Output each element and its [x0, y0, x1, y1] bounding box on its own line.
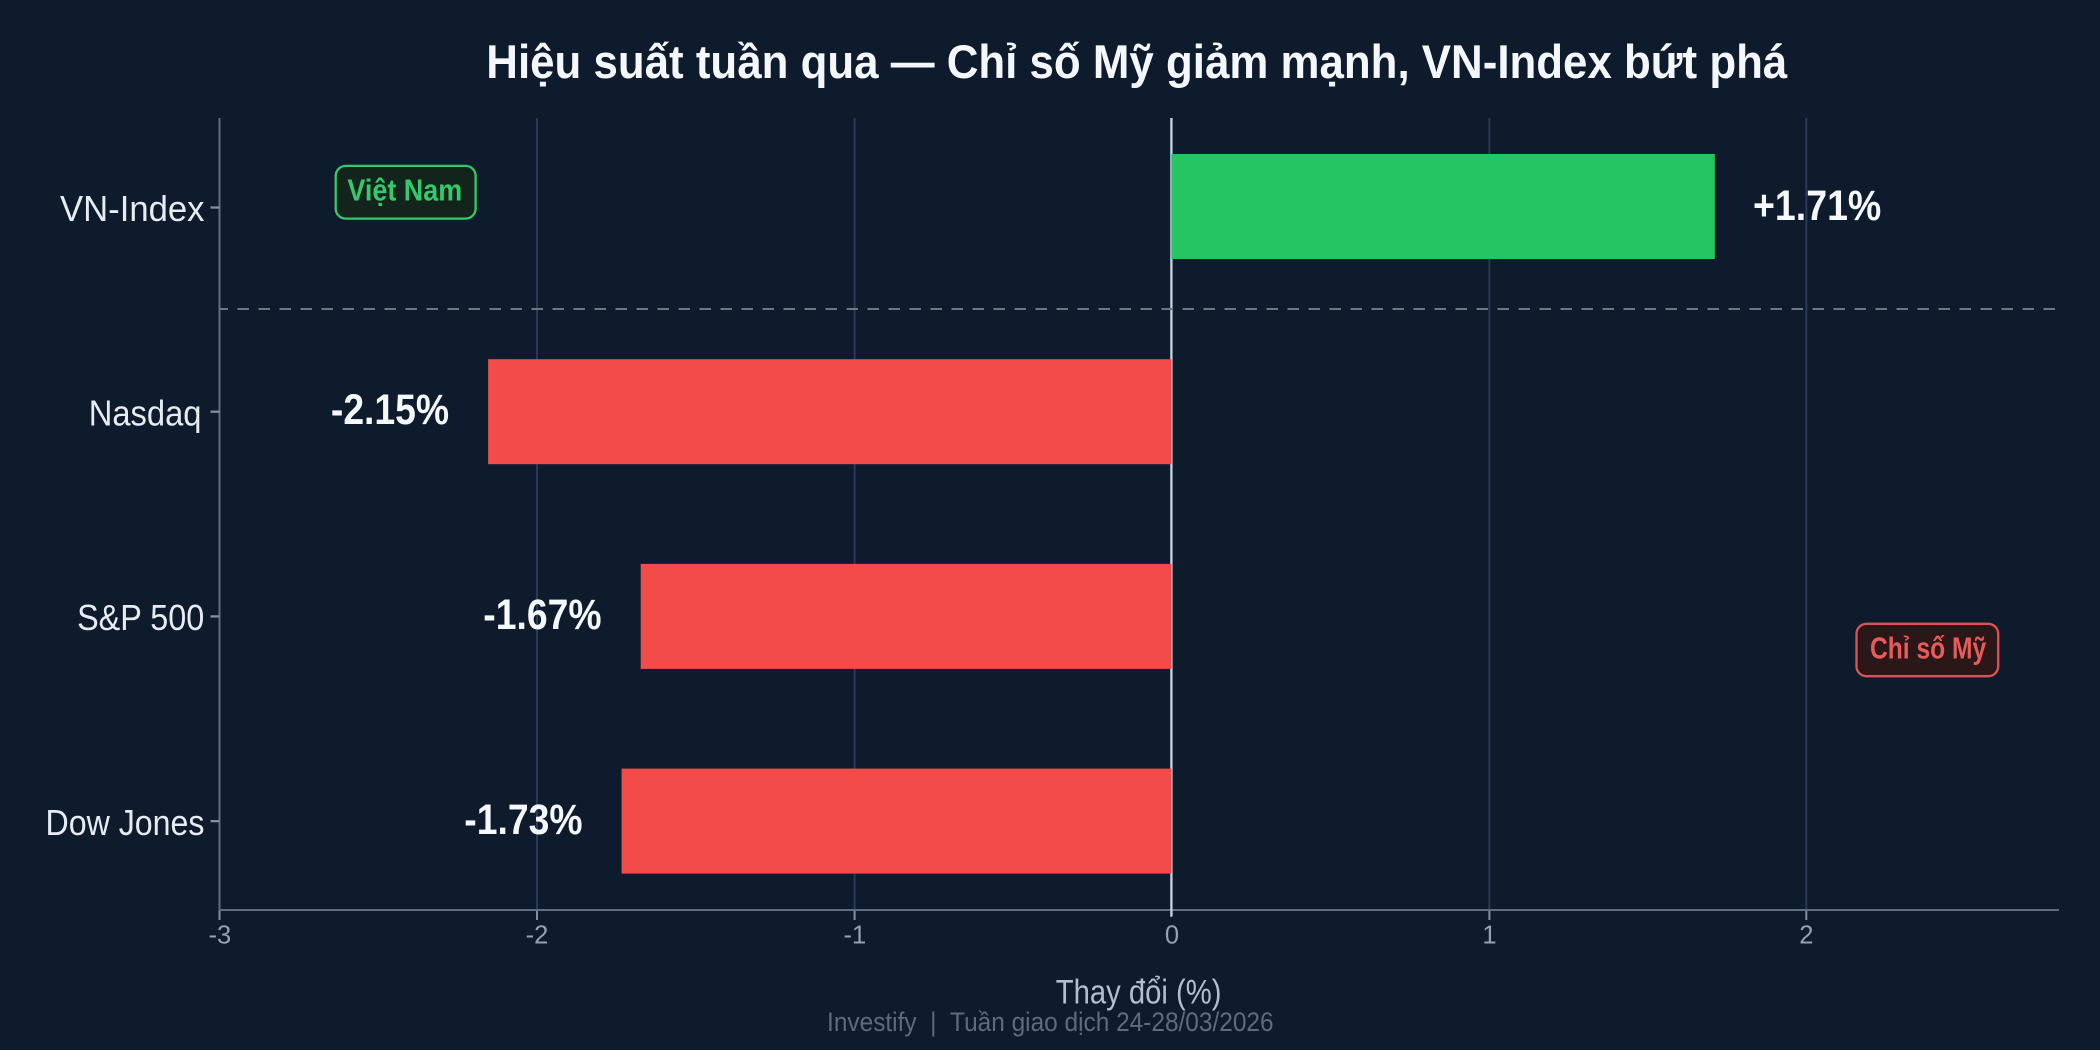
- svg-text:Chỉ số Mỹ: Chỉ số Mỹ: [1870, 632, 1986, 666]
- svg-text:Nasdaq: Nasdaq: [89, 393, 202, 434]
- svg-text:Hiệu suất tuần qua — Chỉ số Mỹ: Hiệu suất tuần qua — Chỉ số Mỹ giảm mạnh…: [486, 36, 1788, 89]
- svg-text:1: 1: [1482, 921, 1496, 949]
- svg-text:2: 2: [1799, 921, 1813, 949]
- svg-text:+1.71%: +1.71%: [1753, 183, 1881, 230]
- svg-text:VN-Index: VN-Index: [60, 188, 205, 229]
- svg-text:-1.67%: -1.67%: [483, 592, 601, 639]
- svg-text:Investify | Tuần giao dịch 2: Investify | Tuần giao dịch 24-28/03/2026: [827, 1007, 1274, 1037]
- svg-text:-3: -3: [208, 921, 231, 949]
- svg-text:-1: -1: [843, 921, 866, 949]
- svg-text:Dow Jones: Dow Jones: [46, 802, 205, 843]
- svg-text:Việt Nam: Việt Nam: [347, 174, 462, 208]
- svg-text:Thay đổi (%): Thay đổi (%): [1056, 974, 1222, 1012]
- svg-text:-2: -2: [526, 921, 549, 949]
- svg-text:0: 0: [1165, 921, 1179, 949]
- svg-text:-2.15%: -2.15%: [331, 387, 449, 434]
- svg-text:S&P 500: S&P 500: [77, 597, 204, 638]
- svg-text:-1.73%: -1.73%: [464, 797, 582, 844]
